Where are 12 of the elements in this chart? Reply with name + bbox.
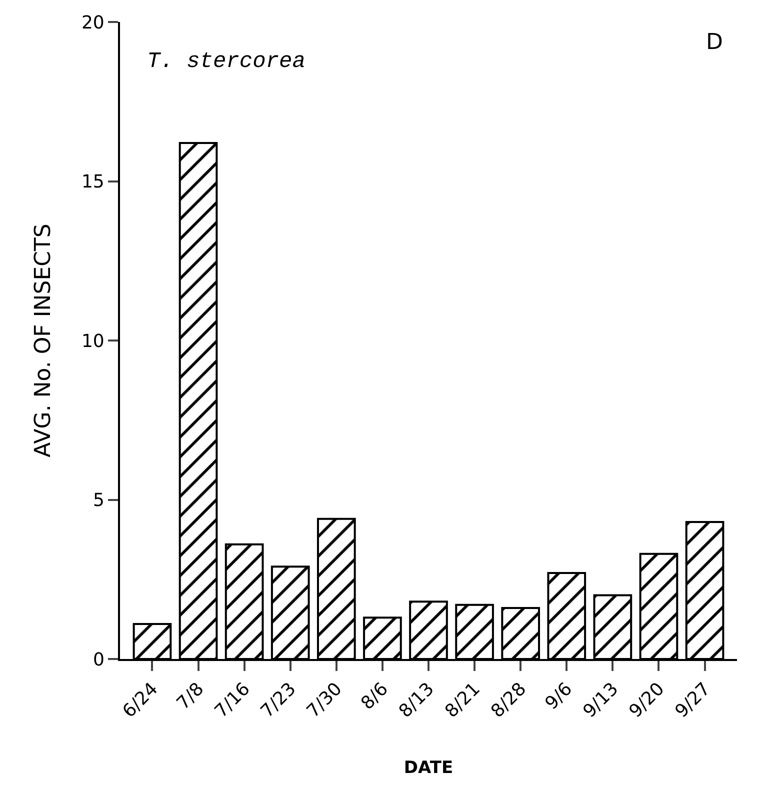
y-tick-label: 10 (81, 330, 104, 352)
annotation: D (706, 30, 723, 55)
text: T. stercorea (147, 49, 306, 74)
y-tick-label: 20 (81, 12, 104, 34)
x-tick-label: 7/8 (172, 678, 208, 714)
y-tick-label: 5 (92, 490, 104, 512)
x-tick-label: 9/6 (541, 678, 577, 714)
y-tick-label: 15 (81, 172, 104, 193)
y-tick-label: 0 (92, 649, 104, 670)
x-tick-label: 8/6 (357, 678, 392, 714)
y-axis-title: AVG. No. OF INSECTS (30, 224, 56, 458)
x-axis-title: DATE (404, 758, 454, 778)
